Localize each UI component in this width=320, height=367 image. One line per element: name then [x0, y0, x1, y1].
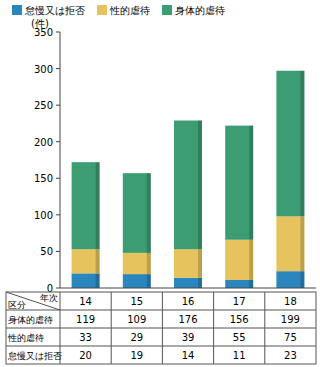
table-value: 199 [281, 314, 300, 325]
bars [72, 71, 305, 288]
category-label: 14 [79, 296, 92, 307]
legend-label: 性的虐待 [109, 5, 150, 16]
table-value: 39 [182, 332, 195, 343]
table-row-label: 性的虐待 [7, 333, 44, 343]
bar-segment [72, 273, 100, 288]
bar-segment [174, 121, 202, 250]
legend-swatch [12, 5, 22, 15]
table-row-line [6, 328, 316, 329]
y-tick [56, 105, 60, 106]
bar-shade [249, 280, 253, 288]
y-axis-line [60, 32, 61, 288]
y-tick-label: 200 [34, 137, 53, 148]
bar-shade [198, 121, 202, 250]
bar-shade [249, 126, 253, 240]
data-table: 年次区分 14 15 16 17 18 身体的虐待 119 109 176 156 199 性的虐待 33… [6, 292, 316, 364]
y-tick-label: 100 [34, 210, 53, 221]
table-diagonal [6, 292, 60, 310]
bar-segment [276, 216, 304, 271]
y-tick-label: 350 [34, 27, 53, 38]
table-col-line [162, 292, 163, 364]
y-tick-label: 300 [34, 64, 53, 75]
y-tick [56, 214, 60, 215]
bar-segment [174, 278, 202, 288]
bar-shade [300, 71, 304, 217]
table-row-label: 身体的虐待 [8, 315, 53, 325]
bar-shade [300, 271, 304, 288]
y-tick-label: 150 [34, 173, 53, 184]
table-value: 176 [178, 314, 197, 325]
bar-shade [198, 278, 202, 288]
table-corner-label: 区分 [8, 300, 26, 310]
bar-segment [276, 271, 304, 288]
bar-shade [249, 240, 253, 280]
category-label: 15 [130, 296, 143, 307]
table-row-label: 怠慢又は拒否 [7, 351, 62, 361]
table-corner-label: 年次 [40, 293, 58, 303]
legend-label: 怠慢又は拒否 [24, 5, 85, 16]
table-value: 11 [233, 350, 246, 361]
legend-label: 身体的虐待 [175, 5, 225, 16]
y-tick [56, 178, 60, 179]
bar-shade [147, 274, 151, 288]
category-label: 17 [233, 296, 246, 307]
chart: 怠慢又は拒否性的虐待身体的虐待(件)050100150200250300350年… [0, 0, 320, 367]
table-row-line [6, 310, 316, 311]
table-value: 33 [79, 332, 92, 343]
x-axis-line [60, 288, 316, 289]
bar-segment [123, 253, 151, 274]
table-value: 29 [130, 332, 143, 343]
bar-shade [147, 173, 151, 253]
table-value: 156 [230, 314, 249, 325]
bar-segment [123, 173, 151, 253]
bar-segment [123, 274, 151, 288]
legend: 怠慢又は拒否 性的虐待 身体的虐待 [12, 5, 225, 16]
bar-segment [225, 280, 253, 288]
table-value: 19 [130, 350, 143, 361]
table-value: 20 [79, 350, 92, 361]
bar-shade [300, 216, 304, 271]
table-value: 14 [182, 350, 195, 361]
table-col-line [111, 292, 112, 364]
y-tick [56, 32, 60, 33]
bar-segment [276, 71, 304, 217]
y-tick [56, 288, 60, 289]
bar-segment [72, 162, 100, 249]
bar-shade [96, 273, 100, 288]
category-label: 18 [284, 296, 297, 307]
bar-shade [96, 249, 100, 273]
legend-swatch [162, 5, 172, 15]
table-col-line [264, 292, 265, 364]
y-tick-label: 250 [34, 100, 53, 111]
y-tick [56, 68, 60, 69]
legend-swatch [97, 5, 107, 15]
bar-shade [147, 253, 151, 274]
y-tick [56, 141, 60, 142]
table-value: 109 [127, 314, 146, 325]
category-label: 16 [182, 296, 195, 307]
table-frame [6, 292, 316, 364]
table-value: 75 [284, 332, 297, 343]
bar-segment [174, 249, 202, 278]
table-row-line [6, 346, 316, 347]
table-value: 55 [233, 332, 246, 343]
bar-segment [225, 126, 253, 240]
table-value: 23 [284, 350, 297, 361]
bar-shade [96, 162, 100, 249]
bar-segment [225, 240, 253, 280]
bar-shade [198, 249, 202, 278]
table-col-line [213, 292, 214, 364]
y-tick-label: 50 [40, 246, 53, 257]
y-tick [56, 251, 60, 252]
table-value: 119 [76, 314, 95, 325]
chart-root: 怠慢又は拒否性的虐待身体的虐待(件)050100150200250300350年… [0, 0, 320, 367]
bar-segment [72, 249, 100, 273]
